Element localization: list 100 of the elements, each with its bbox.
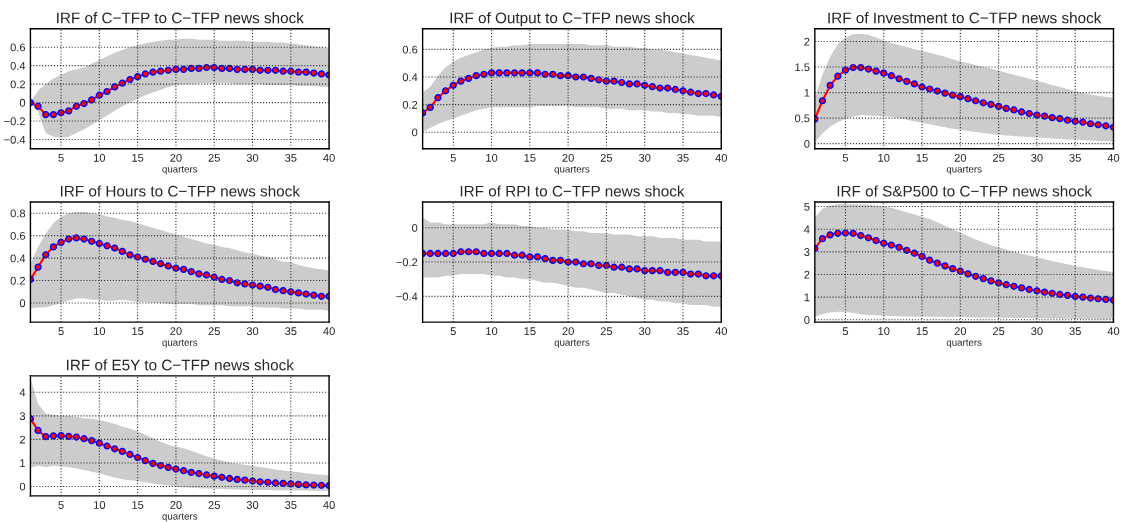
x-axis-title: quarters bbox=[554, 339, 590, 348]
x-axis-title: quarters bbox=[946, 339, 982, 348]
x-tick-label: 30 bbox=[1031, 327, 1043, 336]
x-tick-label: 20 bbox=[170, 153, 182, 162]
x-tick-label: 40 bbox=[1107, 327, 1120, 336]
x-tick-label: 15 bbox=[524, 154, 536, 162]
chart-title: IRF of S&P500 to C−TFP news shock bbox=[837, 185, 1093, 197]
x-tick-label: 35 bbox=[1069, 327, 1081, 336]
chart-title: IRF of Hours to C−TFP news shock bbox=[60, 185, 300, 197]
x-tick-label: 30 bbox=[246, 501, 259, 509]
y-tick-label: 0 bbox=[804, 316, 810, 324]
x-tick-label: 15 bbox=[916, 327, 928, 336]
x-tick-label: 10 bbox=[94, 153, 106, 162]
x-axis-title: quarters bbox=[946, 166, 982, 175]
y-tick-label: 0.2 bbox=[402, 100, 418, 109]
x-tick-label: 15 bbox=[524, 327, 536, 336]
x-tick-label: 5 bbox=[450, 154, 456, 162]
y-tick-label: −0.2 bbox=[4, 117, 26, 126]
x-tick-label: 40 bbox=[715, 327, 728, 336]
y-tick-label: 1.5 bbox=[795, 63, 810, 72]
x-tick-label: 40 bbox=[323, 327, 335, 336]
x-tick-label: 25 bbox=[992, 327, 1005, 336]
x-tick-label: 20 bbox=[954, 327, 967, 336]
y-tick-label: 0.4 bbox=[10, 61, 26, 70]
x-tick-label: 10 bbox=[878, 153, 890, 162]
x-axis-title: quarters bbox=[162, 513, 198, 522]
y-tick-label: 0 bbox=[412, 224, 418, 232]
y-tick-label: 0.2 bbox=[10, 80, 26, 89]
x-tick-label: 30 bbox=[246, 327, 259, 336]
x-tick-label: 35 bbox=[677, 327, 689, 336]
x-axis-title: quarters bbox=[162, 339, 198, 348]
y-tick-label: 1 bbox=[804, 88, 810, 97]
y-tick-label: −0.2 bbox=[396, 258, 418, 267]
x-tick-label: 10 bbox=[94, 501, 106, 509]
y-tick-label: 0.2 bbox=[10, 276, 26, 285]
x-tick-label: 15 bbox=[132, 501, 144, 509]
x-tick-label: 25 bbox=[992, 153, 1005, 162]
x-tick-label: 35 bbox=[285, 501, 297, 509]
y-tick-label: 2 bbox=[19, 435, 26, 444]
x-tick-label: 20 bbox=[170, 327, 182, 336]
x-tick-label: 35 bbox=[1069, 153, 1081, 162]
x-tick-label: 35 bbox=[677, 153, 689, 162]
y-tick-label: 0.6 bbox=[10, 43, 26, 52]
y-tick-label: 1 bbox=[804, 293, 810, 302]
x-tick-label: 15 bbox=[916, 154, 928, 162]
x-tick-label: 10 bbox=[94, 327, 106, 336]
y-tick-label: −0.4 bbox=[396, 292, 418, 301]
x-tick-label: 25 bbox=[600, 327, 613, 336]
y-tick-label: 0.4 bbox=[402, 73, 418, 82]
x-tick-label: 25 bbox=[208, 501, 220, 509]
y-tick-label: −0.4 bbox=[4, 135, 26, 144]
x-tick-label: 15 bbox=[132, 154, 144, 162]
chart-title: IRF of Investment to C−TFP news shock bbox=[828, 12, 1102, 24]
x-tick-label: 25 bbox=[600, 153, 613, 162]
x-tick-label: 20 bbox=[170, 501, 182, 509]
x-tick-label: 20 bbox=[954, 153, 967, 162]
x-tick-label: 40 bbox=[715, 153, 728, 162]
y-tick-label: 0.4 bbox=[10, 254, 26, 263]
y-tick-label: 0 bbox=[19, 482, 26, 491]
x-tick-label: 25 bbox=[208, 327, 220, 336]
x-tick-label: 5 bbox=[842, 327, 849, 336]
x-tick-label: 30 bbox=[638, 327, 651, 336]
x-tick-label: 5 bbox=[58, 154, 64, 162]
x-tick-label: 20 bbox=[562, 153, 574, 162]
x-tick-label: 5 bbox=[842, 154, 849, 162]
x-tick-label: 5 bbox=[58, 501, 64, 509]
x-tick-label: 30 bbox=[246, 153, 259, 162]
chart-title: IRF of E5Y to C−TFP news shock bbox=[67, 359, 294, 371]
x-tick-label: 40 bbox=[323, 501, 335, 509]
y-tick-label: 4 bbox=[804, 225, 810, 234]
y-tick-label: 0.6 bbox=[10, 231, 26, 240]
x-tick-label: 25 bbox=[208, 153, 220, 162]
y-tick-label: 1 bbox=[20, 459, 26, 467]
y-tick-label: 0.8 bbox=[10, 209, 26, 218]
y-tick-label: 0 bbox=[19, 98, 26, 107]
y-tick-label: 0.6 bbox=[402, 45, 418, 54]
y-tick-label: 2 bbox=[804, 37, 810, 46]
x-tick-label: 30 bbox=[638, 153, 651, 162]
chart-title: IRF of Output to C−TFP news shock bbox=[450, 12, 695, 27]
x-tick-label: 10 bbox=[486, 327, 498, 336]
x-tick-label: 10 bbox=[878, 327, 890, 336]
x-tick-label: 5 bbox=[58, 327, 64, 336]
y-tick-label: 0 bbox=[412, 128, 418, 137]
x-tick-label: 20 bbox=[562, 327, 574, 336]
y-tick-label: 3 bbox=[19, 412, 26, 420]
x-tick-label: 5 bbox=[450, 327, 456, 336]
chart-title: IRF of C−TFP to C−TFP news shock bbox=[57, 12, 304, 24]
x-tick-label: 35 bbox=[285, 153, 297, 162]
x-tick-label: 35 bbox=[285, 327, 297, 336]
x-tick-label: 40 bbox=[323, 153, 335, 162]
y-tick-label: 5 bbox=[804, 202, 810, 211]
x-tick-label: 10 bbox=[486, 153, 498, 162]
x-tick-label: 40 bbox=[1107, 153, 1120, 162]
x-axis-title: quarters bbox=[554, 166, 590, 175]
y-tick-label: 3 bbox=[804, 248, 810, 256]
chart-title: IRF of RPI to C−TFP news shock bbox=[460, 185, 685, 197]
x-axis-title: quarters bbox=[162, 166, 198, 175]
y-tick-label: 0.5 bbox=[794, 114, 810, 123]
y-tick-label: 0 bbox=[804, 139, 810, 148]
x-tick-label: 15 bbox=[132, 327, 144, 336]
